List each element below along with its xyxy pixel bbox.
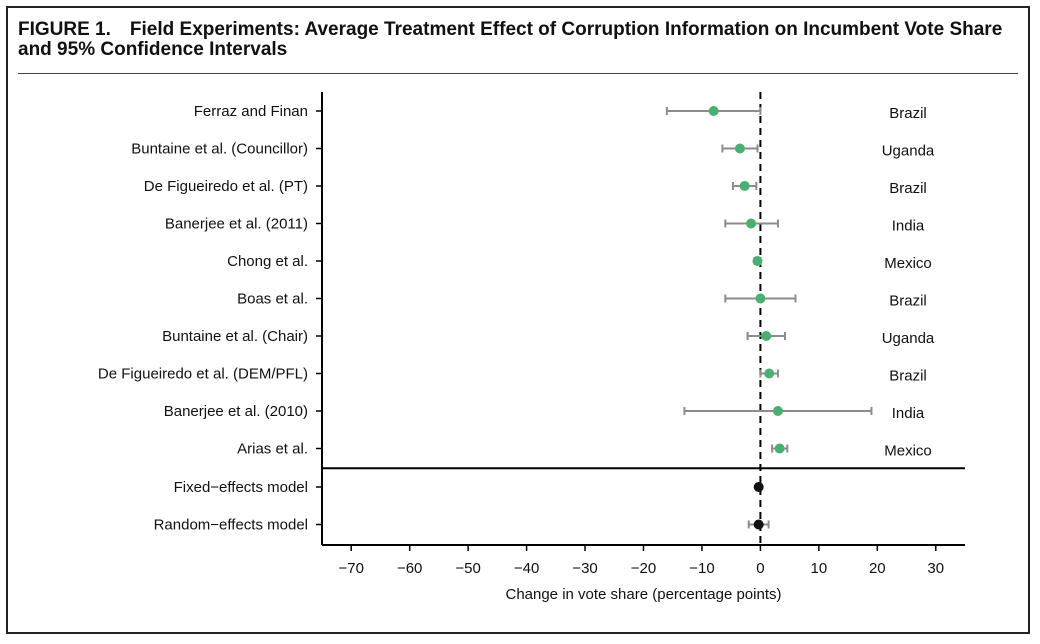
study-row: Buntaine et al. (Chair) Uganda: [162, 328, 935, 347]
x-tick-label: −60: [397, 560, 422, 577]
study-label: Banerjee et al. (2011): [165, 216, 308, 233]
x-tick-label: 30: [927, 560, 944, 577]
country-label: Mexico: [884, 255, 932, 272]
country-label: India: [892, 218, 925, 235]
study-row: De Figueiredo et al. (DEM/PFL) Brazil: [98, 366, 927, 385]
title-divider: [18, 73, 1018, 74]
study-estimate-point: [708, 106, 719, 116]
study-row: Buntaine et al. (Councillor) Uganda: [131, 141, 935, 160]
x-tick-label: −20: [631, 560, 656, 577]
study-label: De Figueiredo et al. (DEM/PFL): [98, 366, 308, 383]
x-axis-label: Change in vote share (percentage points): [505, 586, 781, 603]
study-label: Buntaine et al. (Councillor): [131, 141, 308, 158]
x-tick-label: −70: [339, 560, 364, 577]
figure-frame: [6, 6, 1030, 634]
study-estimate-point: [739, 181, 750, 191]
country-label: Brazil: [889, 368, 927, 385]
pooled-estimate-point: [753, 482, 764, 492]
pooled-row: Fixed−effects model: [174, 479, 764, 496]
study-estimate-point: [764, 368, 775, 379]
country-label: Brazil: [889, 293, 927, 310]
country-label: Brazil: [889, 105, 927, 122]
study-label: Arias et al.: [237, 441, 308, 458]
country-label: Mexico: [884, 443, 932, 460]
study-estimate-point: [734, 143, 745, 154]
study-label: Random−effects model: [154, 517, 308, 534]
study-row: Chong et al. Mexico: [227, 253, 932, 272]
study-label: Fixed−effects model: [174, 479, 308, 496]
study-label: De Figueiredo et al. (PT): [144, 178, 308, 195]
study-row: Arias et al. Mexico: [237, 441, 932, 460]
study-row: Boas et al. Brazil: [237, 291, 927, 310]
figure-title: FIGURE 1. Field Experiments: Average Tre…: [18, 19, 1003, 60]
study-label: Chong et al.: [227, 253, 308, 270]
axes: −70 −60 −50 −40 −30 −20 −10 0 10 20 30: [321, 92, 965, 577]
x-tick-label: −40: [514, 560, 539, 577]
study-row: Banerjee et al. (2010) India: [164, 403, 925, 422]
x-tick-label: 20: [869, 560, 886, 577]
study-estimate-point: [761, 331, 772, 341]
study-label: Ferraz and Finan: [194, 103, 308, 120]
country-label: Brazil: [889, 180, 927, 197]
x-tick-label: −30: [572, 560, 597, 577]
study-label: Banerjee et al. (2010): [164, 403, 308, 420]
x-tick-label: −10: [689, 560, 714, 577]
study-estimate-point: [755, 293, 766, 304]
study-row: De Figueiredo et al. (PT) Brazil: [144, 178, 927, 197]
country-label: India: [892, 405, 925, 422]
study-estimate-point: [774, 443, 785, 454]
country-label: Uganda: [882, 330, 935, 347]
study-row: Banerjee et al. (2011) India: [165, 216, 925, 235]
study-estimate-point: [746, 218, 757, 229]
x-tick-label: 10: [811, 560, 828, 577]
country-label: Uganda: [882, 143, 935, 160]
pooled-row: Random−effects model: [154, 517, 770, 534]
study-estimate-point: [772, 406, 783, 416]
study-rows: Ferraz and Finan Brazil Buntaine et al. (C…: [98, 103, 935, 534]
study-label: Buntaine et al. (Chair): [162, 328, 308, 345]
study-label: Boas et al.: [237, 291, 308, 308]
x-tick-label: 0: [756, 560, 764, 577]
study-row: Ferraz and Finan Brazil: [194, 103, 927, 122]
study-estimate-point: [752, 256, 763, 266]
pooled-estimate-point: [753, 519, 764, 530]
x-tick-label: −50: [455, 560, 480, 577]
